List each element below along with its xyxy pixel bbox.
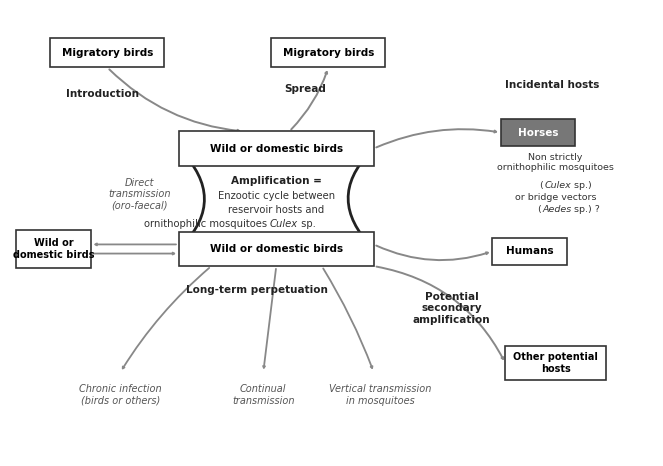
Text: Enzootic cycle between: Enzootic cycle between (217, 192, 335, 201)
FancyArrowPatch shape (377, 129, 496, 147)
FancyArrowPatch shape (181, 151, 204, 245)
Text: sp.: sp. (298, 219, 316, 229)
FancyBboxPatch shape (501, 119, 575, 146)
FancyArrowPatch shape (123, 268, 210, 369)
Text: Wild or domestic birds: Wild or domestic birds (210, 244, 343, 254)
Text: sp.) ?: sp.) ? (571, 205, 599, 214)
Text: Horses: Horses (518, 128, 558, 137)
FancyBboxPatch shape (179, 232, 374, 266)
Text: Migratory birds: Migratory birds (282, 48, 374, 58)
FancyArrowPatch shape (109, 69, 239, 132)
Text: Spread: Spread (284, 84, 326, 94)
FancyArrowPatch shape (93, 253, 174, 254)
FancyArrowPatch shape (263, 269, 276, 368)
Text: Amplification =: Amplification = (231, 177, 322, 186)
Text: (: ( (538, 205, 542, 214)
FancyArrowPatch shape (348, 152, 372, 247)
Text: Continual
transmission: Continual transmission (232, 384, 294, 406)
Text: Culex: Culex (544, 180, 572, 190)
Text: Introduction: Introduction (66, 89, 139, 99)
Text: Chronic infection
(birds or others): Chronic infection (birds or others) (79, 384, 162, 406)
Text: Potential
secondary
amplification: Potential secondary amplification (413, 292, 491, 325)
Text: sp.): sp.) (571, 180, 591, 190)
FancyArrowPatch shape (377, 267, 503, 359)
FancyBboxPatch shape (179, 131, 374, 165)
Text: Vertical transmission
in mosquitoes: Vertical transmission in mosquitoes (329, 384, 432, 406)
Text: Other potential
hosts: Other potential hosts (513, 352, 598, 374)
FancyBboxPatch shape (50, 38, 164, 68)
FancyArrowPatch shape (95, 243, 176, 246)
Text: Direct
transmission
(oro-faecal): Direct transmission (oro-faecal) (109, 178, 171, 211)
FancyBboxPatch shape (505, 346, 606, 380)
FancyBboxPatch shape (493, 238, 567, 265)
Text: Wild or domestic birds: Wild or domestic birds (210, 144, 343, 153)
Text: reservoir hosts and: reservoir hosts and (228, 205, 324, 215)
Text: Long-term perpetuation: Long-term perpetuation (186, 285, 328, 295)
Text: Humans: Humans (506, 246, 554, 256)
FancyBboxPatch shape (271, 38, 385, 68)
Text: ornithophilic mosquitoes: ornithophilic mosquitoes (143, 219, 270, 229)
Text: Aedes: Aedes (542, 205, 572, 214)
FancyArrowPatch shape (291, 72, 327, 130)
FancyBboxPatch shape (16, 230, 91, 268)
Text: Migratory birds: Migratory birds (62, 48, 153, 58)
Text: Incidental hosts: Incidental hosts (505, 80, 599, 89)
Text: Culex: Culex (270, 219, 298, 229)
Text: (: ( (540, 180, 543, 190)
Text: or bridge vectors: or bridge vectors (515, 193, 597, 202)
FancyArrowPatch shape (377, 246, 488, 260)
Text: Non strictly
ornithophilic mosquitoes: Non strictly ornithophilic mosquitoes (497, 152, 614, 172)
Text: Wild or
domestic birds: Wild or domestic birds (13, 238, 94, 260)
FancyArrowPatch shape (324, 268, 373, 368)
